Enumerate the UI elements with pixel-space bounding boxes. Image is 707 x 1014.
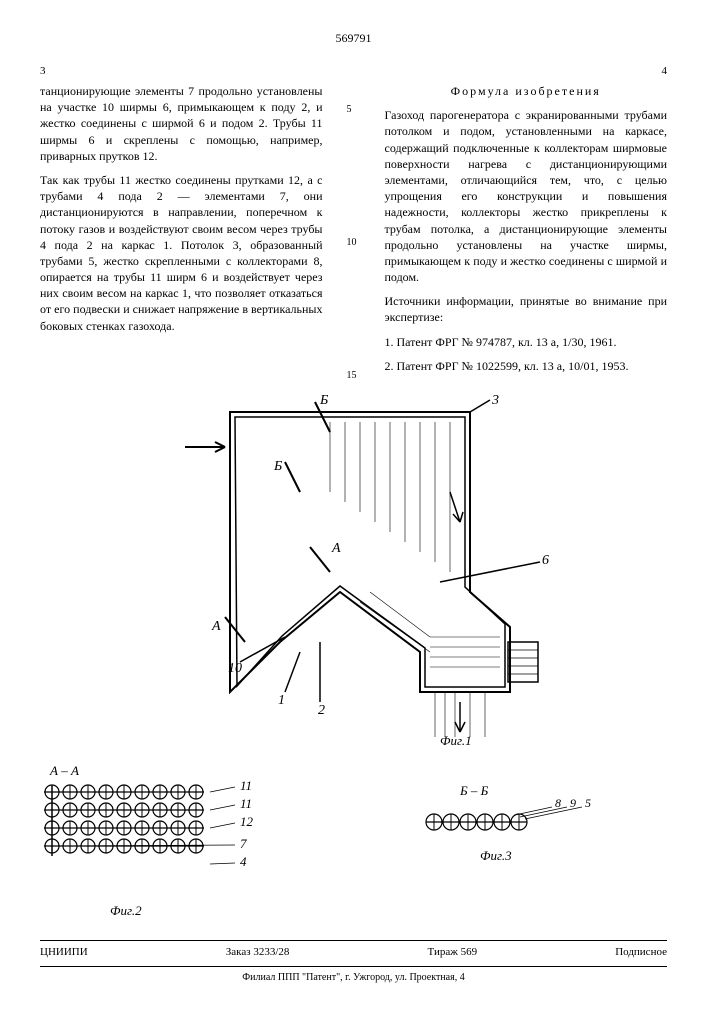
svg-text:8: 8 xyxy=(555,797,561,810)
line-num: 5 xyxy=(347,103,361,117)
line-numbers: 5 10 15 xyxy=(347,83,361,382)
fig1-label-3: 3 xyxy=(491,393,499,408)
col-num-right: 4 xyxy=(662,64,668,79)
footer-sub: Подписное xyxy=(615,945,667,960)
svg-text:4: 4 xyxy=(240,854,247,869)
column-number-row: 3 4 xyxy=(40,64,667,79)
fig1-label-1: 1 xyxy=(278,693,285,708)
svg-text:11: 11 xyxy=(240,796,252,811)
figures-area: 3 Б Б А А 6 10 1 2 Фиг.1 А – А 11111274 … xyxy=(40,392,667,932)
svg-text:12: 12 xyxy=(240,814,254,829)
fig1-svg: 3 Б Б А А 6 10 1 2 xyxy=(170,392,590,752)
right-p4: 2. Патент ФРГ № 1022599, кл. 13 а, 10/01… xyxy=(385,358,668,374)
fig1-label-6: 6 xyxy=(542,553,549,568)
fig2-caption: Фиг.2 xyxy=(110,902,142,920)
fig2-section-label: А – А xyxy=(50,762,79,780)
footer-address: Филиал ППП "Патент", г. Ужгород, ул. Про… xyxy=(40,966,667,985)
fig1-caption: Фиг.1 xyxy=(440,732,472,750)
fig1-label-2: 2 xyxy=(318,703,325,718)
formula-title: Формула изобретения xyxy=(385,83,668,99)
footer-org: ЦНИИПИ xyxy=(40,945,88,960)
text-columns: танционирующие элементы 7 продольно уста… xyxy=(40,83,667,382)
fig1-label-10: 10 xyxy=(228,661,242,676)
document-number: 569791 xyxy=(40,30,667,46)
fig1-label-B1: Б xyxy=(319,393,328,408)
right-p3: 1. Патент ФРГ № 974787, кл. 13 a, 1/30, … xyxy=(385,334,668,350)
svg-text:7: 7 xyxy=(240,836,247,851)
col-num-left: 3 xyxy=(40,64,46,79)
fig2-svg: 11 11 12 7 4 xyxy=(40,780,280,900)
left-p2: Так как трубы 11 жестко соединены прутка… xyxy=(40,172,323,334)
fig1-label-B2: Б xyxy=(273,459,282,474)
line-num: 10 xyxy=(347,236,361,250)
footer-order: Заказ 3233/28 xyxy=(226,945,290,960)
fig1-label-A2: А xyxy=(211,619,221,634)
right-p2: Источники информации, принятые во вниман… xyxy=(385,293,668,325)
fig3-caption: Фиг.3 xyxy=(480,847,512,865)
svg-text:11: 11 xyxy=(240,780,252,793)
svg-text:5: 5 xyxy=(585,797,591,810)
fig3-svg: 895 xyxy=(420,797,620,857)
fig1-label-A1: А xyxy=(331,541,341,556)
right-column: Формула изобретения Газоход парогенерато… xyxy=(385,83,668,382)
left-column: танционирующие элементы 7 продольно уста… xyxy=(40,83,323,382)
left-p1: танционирующие элементы 7 продольно уста… xyxy=(40,83,323,164)
right-p1: Газоход парогенератора с экранированными… xyxy=(385,107,668,285)
footer-row: ЦНИИПИ Заказ 3233/28 Тираж 569 Подписное xyxy=(40,940,667,960)
footer-tirazh: Тираж 569 xyxy=(428,945,478,960)
line-num: 15 xyxy=(347,369,361,383)
